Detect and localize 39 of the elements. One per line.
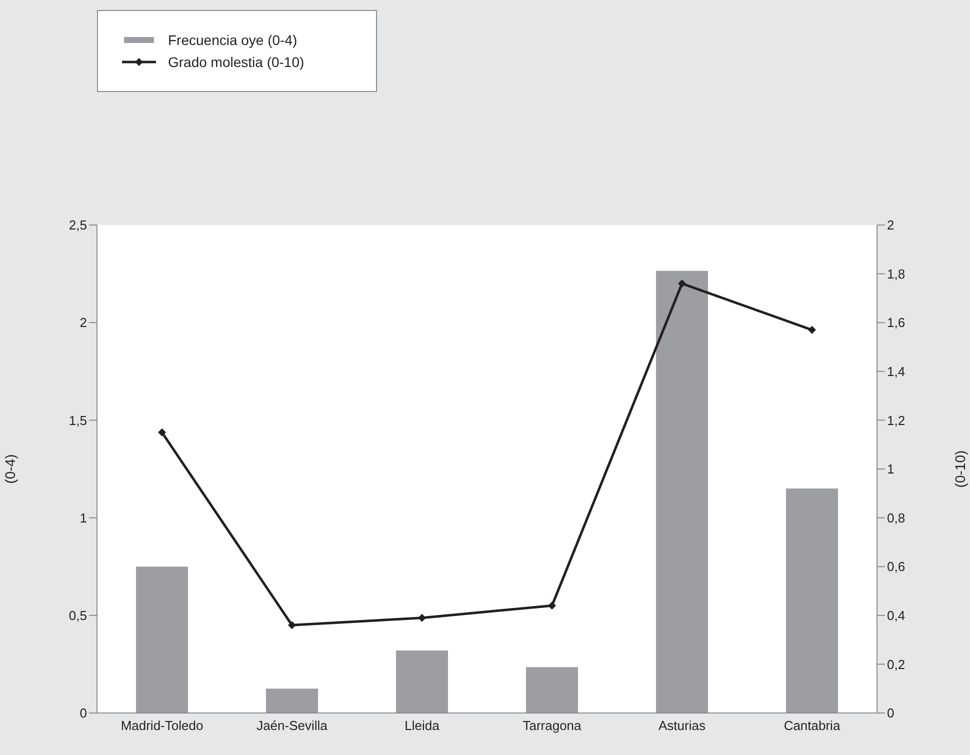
y2-tick-label: 2: [887, 218, 894, 233]
y2-tick-label: 0,2: [887, 656, 906, 672]
y2-axis-title: (0-10): [952, 450, 968, 488]
point: [418, 614, 426, 622]
x-tick-label: Tarragona: [522, 718, 582, 734]
bar: [786, 488, 838, 713]
y-tick-label: 2: [80, 315, 87, 330]
x-tick-label: Jaén-Sevilla: [256, 718, 328, 734]
y2-tick-label: 1,8: [887, 266, 906, 282]
bar: [656, 270, 708, 713]
y-tick-label: 0,5: [68, 608, 87, 624]
y2-tick-label: 0: [887, 706, 894, 721]
y-tick-label: 0: [80, 706, 87, 721]
bar: [266, 688, 318, 713]
legend-label: Grado molestia (0-10): [168, 54, 304, 70]
y2-tick-label: 1: [887, 462, 894, 477]
x-tick-label: Lleida: [404, 718, 440, 734]
point: [158, 428, 166, 436]
x-tick-label: Asturias: [658, 718, 706, 734]
y-tick-label: 2,5: [68, 218, 87, 233]
y2-tick-label: 0,8: [887, 510, 906, 526]
x-tick-label: Madrid-Toledo: [120, 718, 204, 734]
bar: [136, 566, 188, 713]
point: [288, 621, 296, 630]
y-axis-title: (0-4): [2, 454, 18, 484]
y2-tick-label: 0,4: [887, 608, 906, 624]
y2-tick-label: 1,4: [887, 364, 906, 380]
y-tick-label: 1,5: [68, 412, 87, 428]
y2-tick-label: 0,6: [887, 559, 906, 574]
bar: [526, 667, 578, 713]
y2-tick-label: 1,2: [887, 412, 906, 428]
x-tick-label: Cantabria: [784, 718, 841, 734]
y-tick-label: 1: [80, 510, 87, 526]
point: [808, 326, 816, 334]
y2-tick-label: 1,6: [887, 315, 906, 330]
legend-label: Frecuencia oye (0-4): [168, 32, 298, 48]
point: [548, 602, 556, 610]
bar: [396, 650, 448, 713]
point: [678, 280, 686, 288]
